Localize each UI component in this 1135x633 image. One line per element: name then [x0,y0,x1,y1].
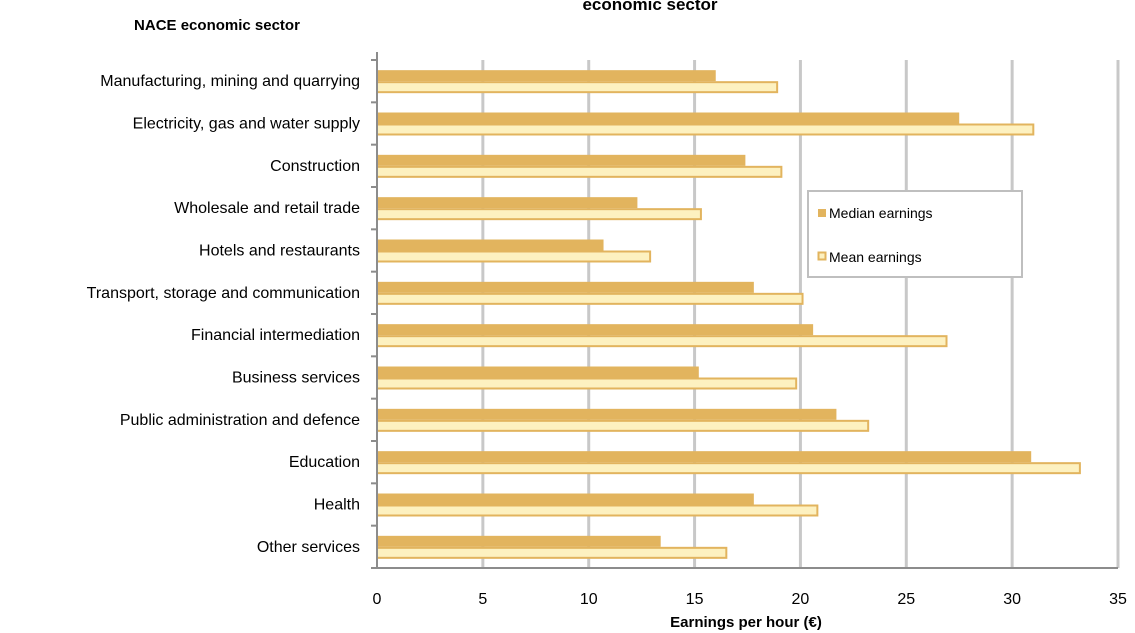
category-label: Health [314,497,360,514]
axes: 0 5 10 15 20 25 30 35 Manufacturing, mining and … [87,52,1127,608]
x-tick-label: 25 [897,591,915,608]
category-label: Hotels and restaurants [199,243,360,260]
bar-mean [376,504,819,517]
x-tick-label: 0 [373,591,382,608]
bar-mean [376,462,1081,475]
bar-mean [376,123,1035,136]
category-label: Business services [232,370,360,387]
category-label: Wholesale and retail trade [174,200,360,217]
bar-mean [376,165,783,178]
bar-median [377,366,699,378]
category-axis-title: NACE economic sector [134,17,300,34]
bar-median [377,281,754,293]
bar-median [377,112,960,124]
bar-median [377,197,638,209]
bars [376,70,1081,559]
category-label: Construction [270,158,360,175]
x-tick-label: 10 [580,591,598,608]
x-tick-label: 15 [686,591,704,608]
category-label: Manufacturing, mining and quarrying [100,73,360,90]
bar-mean [376,81,779,94]
bar-mean [376,208,702,221]
bar-mean [376,419,870,432]
category-label: Transport, storage and communication [87,285,360,302]
gridlines [481,60,1120,568]
x-tick-label: 35 [1109,591,1127,608]
x-tick-label: 30 [1003,591,1021,608]
bar-median [377,154,746,166]
x-tick-label: 5 [478,591,487,608]
bar-median [377,493,754,505]
bar-median [377,408,837,420]
bar-mean [376,335,948,348]
category-label: Public administration and defence [120,412,360,429]
bar-mean [376,292,804,305]
bar-median [377,535,661,547]
bar-median [377,324,814,336]
bar-mean [376,546,728,559]
chart-title: economic sector [582,0,717,14]
bar-median [377,239,604,251]
legend-box [807,190,1023,278]
category-label: Financial intermediation [191,327,360,344]
legend: Median earnings Mean earnings [807,190,1023,278]
x-tick-label: 20 [792,591,810,608]
legend-label-mean: Mean earnings [829,249,922,265]
bar-median [377,451,1032,463]
category-label: Education [289,454,360,471]
legend-label-median: Median earnings [829,205,933,221]
bar-median [377,70,716,82]
category-label: Electricity, gas and water supply [133,116,360,133]
category-label: Other services [257,539,360,556]
bar-mean [376,250,652,263]
legend-swatch-mean [817,251,827,261]
bar-mean [376,377,798,390]
x-axis-title: Earnings per hour (€) [670,614,822,631]
legend-swatch-median [818,209,826,217]
